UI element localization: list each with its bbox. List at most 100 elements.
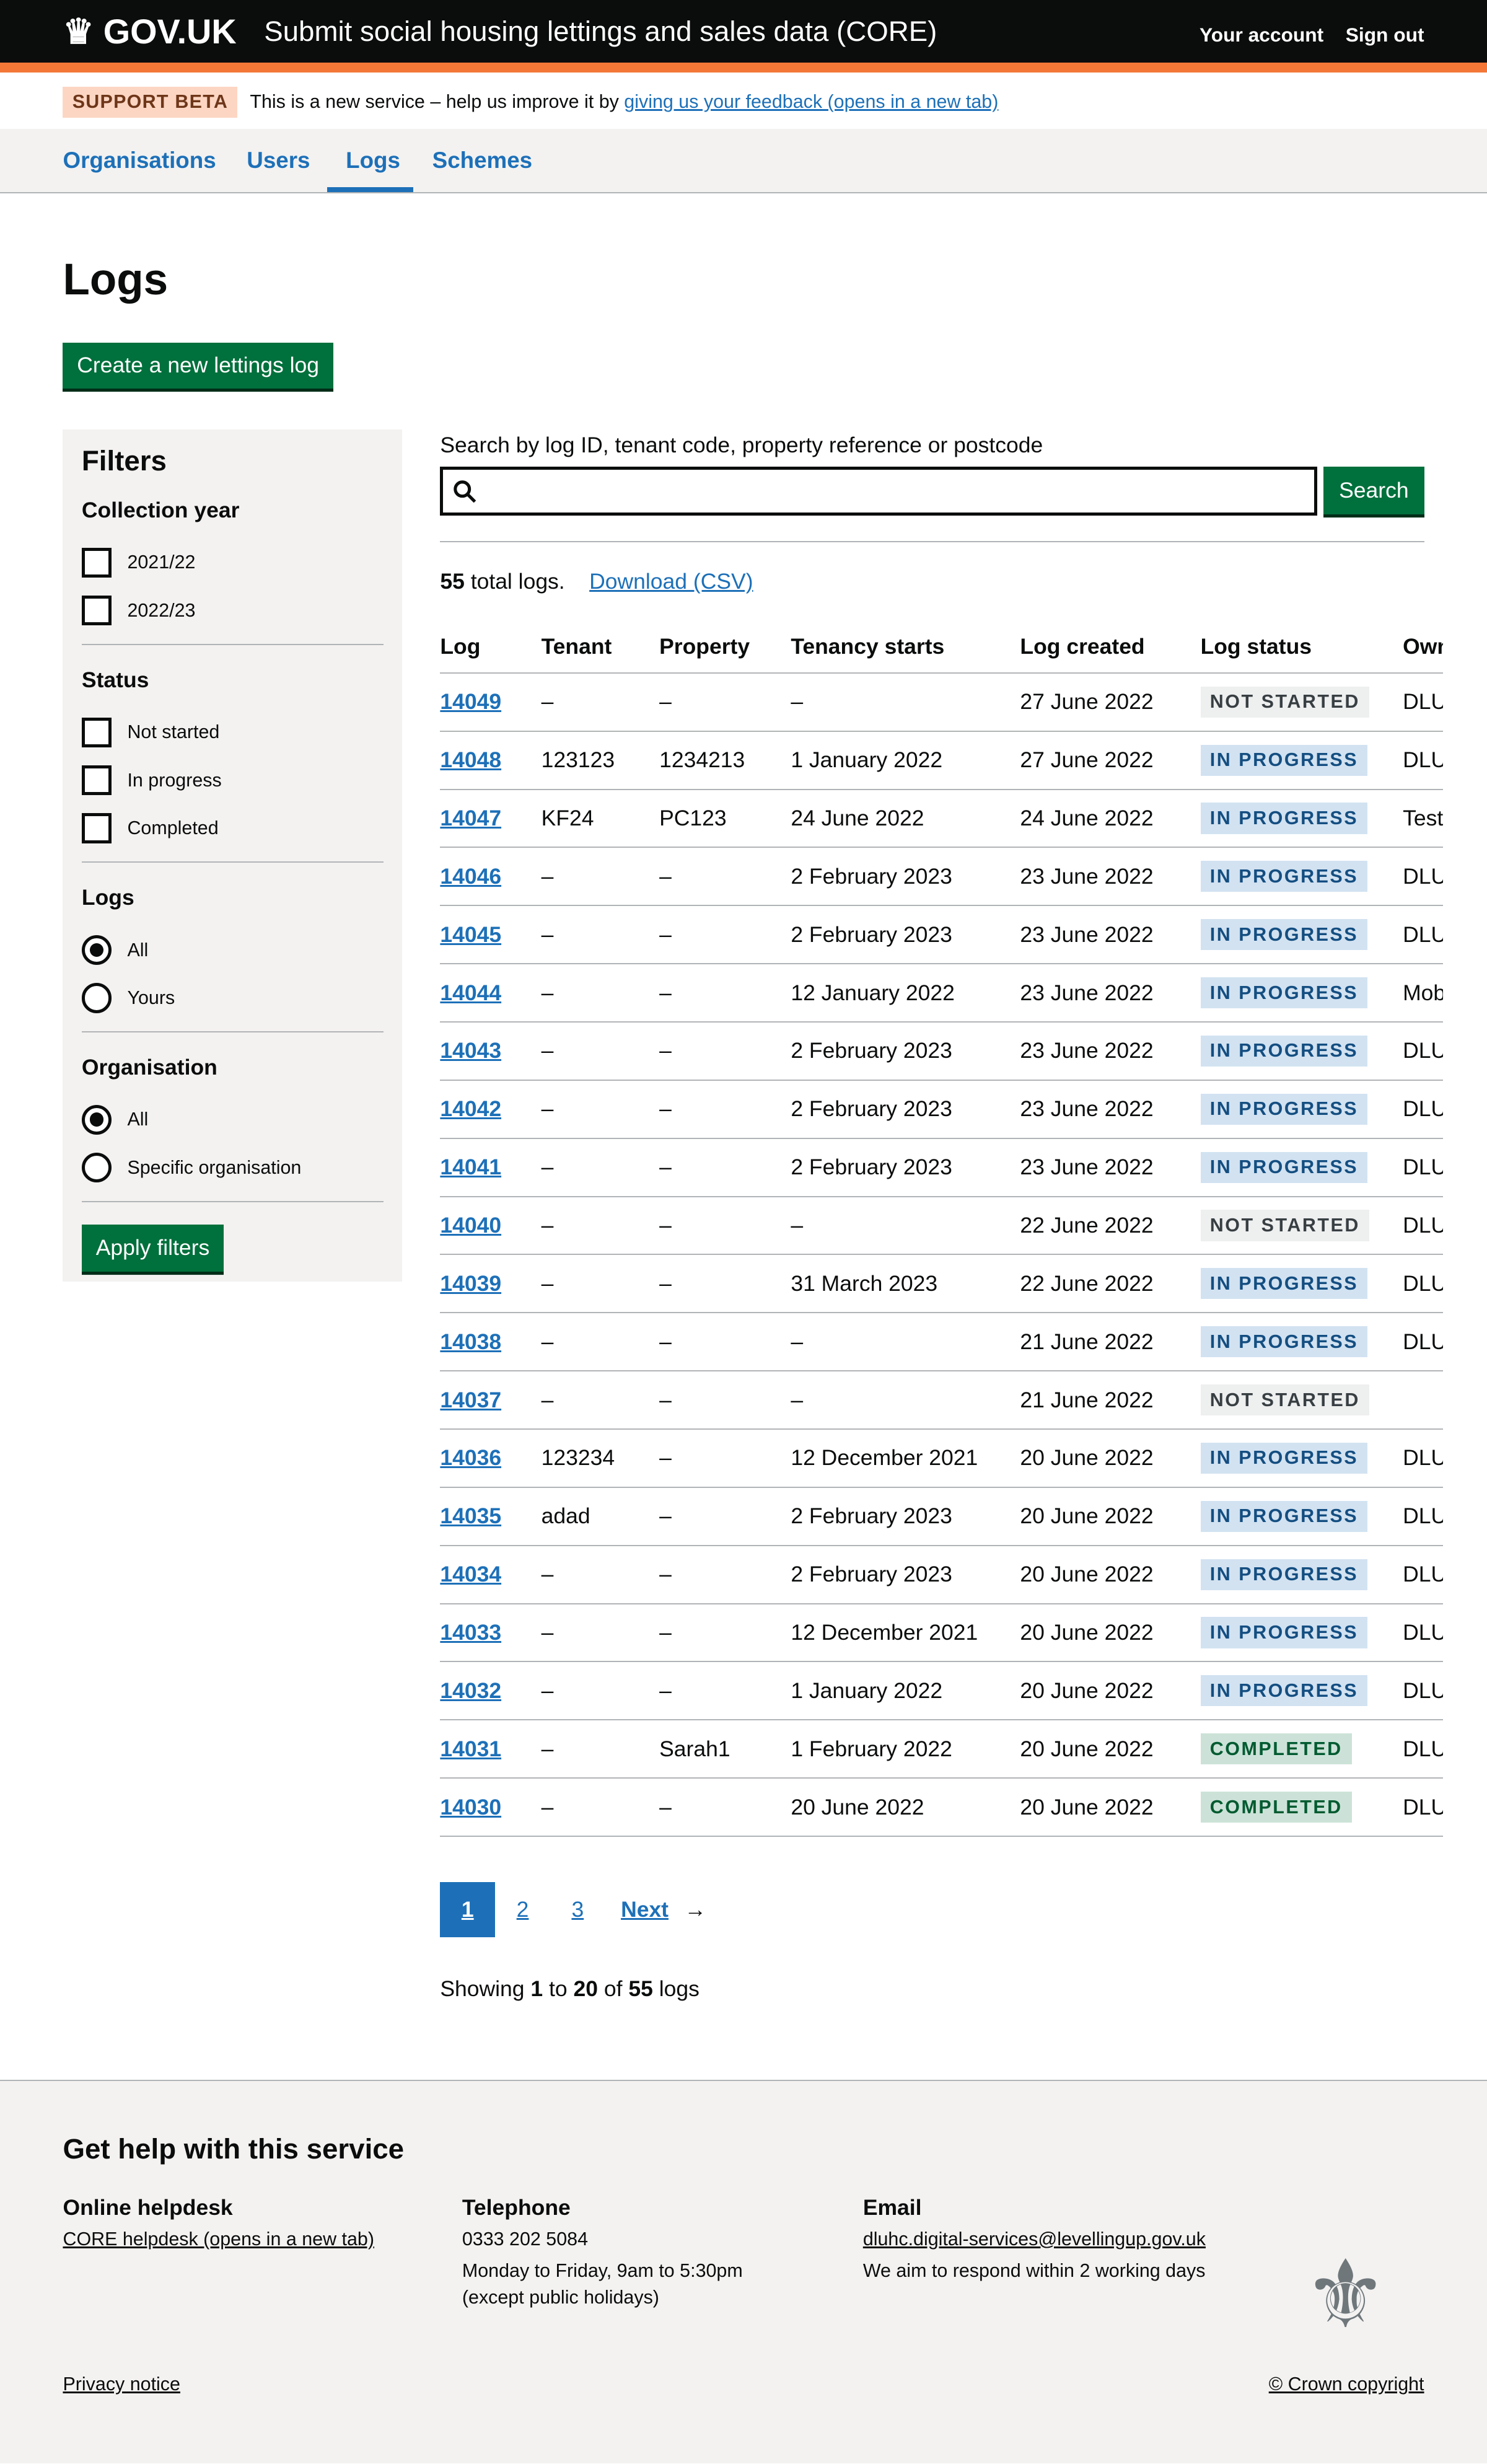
nav-schemes[interactable]: Schemes xyxy=(432,147,533,174)
log-id-link[interactable]: 14043 xyxy=(440,1038,502,1063)
log-id-link[interactable]: 14030 xyxy=(440,1794,502,1819)
table-row[interactable]: 14033 – – 12 December 2021 20 June 2022 IN PR… xyxy=(440,1603,1443,1663)
radio-logs-all[interactable]: All xyxy=(81,926,384,974)
radio-org-all[interactable]: All xyxy=(81,1096,384,1143)
cell: 2 February 2023 xyxy=(791,905,1020,965)
sign-out-link[interactable]: Sign out xyxy=(1345,24,1424,46)
log-id-link[interactable]: 14040 xyxy=(440,1212,502,1238)
table-row[interactable]: 14035 adad – 2 February 2023 20 June 2022 IN … xyxy=(440,1487,1443,1546)
table-row[interactable]: 14040 – – – 22 June 2022 NOT STARTED DLUHC xyxy=(440,1196,1443,1256)
log-id-link[interactable]: 14045 xyxy=(440,922,502,947)
table-row[interactable]: 14048 123123 1234213 1 January 2022 27 June … xyxy=(440,731,1443,790)
checkbox-2022-23[interactable]: 2022/23 xyxy=(81,587,384,635)
table-row[interactable]: 14042 – – 2 February 2023 23 June 2022 IN PRO… xyxy=(440,1080,1443,1139)
cell: 20 June 2022 xyxy=(1020,1603,1201,1663)
checkbox-not-started[interactable]: Not started xyxy=(81,708,384,756)
radio-logs-yours[interactable]: Yours xyxy=(81,974,384,1022)
checkbox-completed[interactable]: Completed xyxy=(81,804,384,852)
cell-text: – xyxy=(541,1736,554,1761)
search-button[interactable]: Search xyxy=(1323,467,1424,514)
cell: – xyxy=(659,1661,791,1721)
service-name[interactable]: Submit social housing lettings and sales… xyxy=(264,15,937,48)
table-row[interactable]: 14036 123234 – 12 December 2021 20 June 2022… xyxy=(440,1429,1443,1488)
table-row[interactable]: 14049 – – – 27 June 2022 NOT STARTED DLUHC xyxy=(440,672,1443,732)
cell: – xyxy=(541,1080,660,1139)
log-id-link[interactable]: 14046 xyxy=(440,863,502,889)
cell: 22 June 2022 xyxy=(1020,1196,1201,1256)
cell-text: DLUHC Tes xyxy=(1403,863,1443,889)
cell: adad xyxy=(541,1487,660,1546)
column-header: Log created xyxy=(1020,621,1201,674)
nav-users[interactable]: Users xyxy=(247,147,310,174)
cell: – xyxy=(791,1313,1020,1372)
cell-text: DLUHC Tes xyxy=(1403,1562,1443,1587)
table-row[interactable]: 14038 – – – 21 June 2022 IN PROGRESS DLUHC xyxy=(440,1313,1443,1372)
log-id-link[interactable]: 14034 xyxy=(440,1562,502,1587)
status-badge: IN PROGRESS xyxy=(1200,977,1368,1009)
cell: 12 December 2021 xyxy=(791,1429,1020,1488)
cell-text: 20 June 2022 xyxy=(1020,1736,1154,1761)
apply-filters-button[interactable]: Apply filters xyxy=(81,1224,224,1272)
checkbox-in-progress[interactable]: In progress xyxy=(81,757,384,804)
table-row[interactable]: 14043 – – 2 February 2023 23 June 2022 IN PRO… xyxy=(440,1021,1443,1081)
table-row[interactable]: 14039 – – 31 March 2023 22 June 2022 IN PROGR… xyxy=(440,1254,1443,1314)
log-id-link[interactable]: 14044 xyxy=(440,980,502,1005)
nav-logs[interactable]: Logs xyxy=(346,147,400,174)
download-csv-link[interactable]: Download (CSV) xyxy=(589,569,753,594)
log-id-link[interactable]: 14039 xyxy=(440,1270,502,1296)
feedback-link[interactable]: giving us your feedback (opens in a new … xyxy=(624,91,999,113)
status-badge: IN PROGRESS xyxy=(1200,1675,1368,1707)
log-id-link[interactable]: 14033 xyxy=(440,1620,502,1645)
log-id-link[interactable]: 14038 xyxy=(440,1329,502,1354)
page-3[interactable]: 3 xyxy=(571,1896,584,1922)
log-id-link[interactable]: 14048 xyxy=(440,747,502,773)
table-row[interactable]: 14037 – – – 21 June 2022 NOT STARTED xyxy=(440,1371,1443,1430)
page-2[interactable]: 2 xyxy=(516,1896,529,1922)
cell-text: 21 June 2022 xyxy=(1020,1387,1154,1412)
cell-text: – xyxy=(791,1387,804,1412)
table-row[interactable]: 14030 – – 20 June 2022 20 June 2022 COMPLETED… xyxy=(440,1778,1443,1837)
cell-text: – xyxy=(541,1270,554,1296)
log-id-link[interactable]: 14035 xyxy=(440,1503,502,1529)
nav-organisations[interactable]: Organisations xyxy=(63,147,216,174)
log-id-link[interactable]: 14049 xyxy=(440,689,502,715)
cell: IN PROGRESS xyxy=(1200,1313,1403,1372)
table-row[interactable]: 14034 – – 2 February 2023 20 June 2022 IN PRO… xyxy=(440,1545,1443,1604)
phase-text: This is a new service – help us improve … xyxy=(250,91,625,113)
log-id-link[interactable]: 14047 xyxy=(440,805,502,830)
search-input[interactable] xyxy=(440,467,1317,516)
cell: – xyxy=(659,1371,791,1430)
table-row[interactable]: 14041 – – 2 February 2023 23 June 2022 IN PRO… xyxy=(440,1138,1443,1197)
table-row[interactable]: 14047 KF24 PC123 24 June 2022 24 June 2022 IN… xyxy=(440,789,1443,848)
cell: 21 June 2022 xyxy=(1020,1313,1201,1372)
logs-table-container[interactable]: Log Tenant Property Tenancy starts Log creat… xyxy=(440,621,1443,1837)
table-row[interactable]: 14032 – – 1 January 2022 20 June 2022 IN PROG… xyxy=(440,1661,1443,1721)
page-1[interactable]: 1 xyxy=(440,1881,496,1937)
cell: – xyxy=(659,1138,791,1197)
create-lettings-log-button[interactable]: Create a new lettings log xyxy=(63,343,333,389)
table-row[interactable]: 14046 – – 2 February 2023 23 June 2022 IN PRO… xyxy=(440,847,1443,907)
table-row[interactable]: 14031 – Sarah1 1 February 2022 20 June 2022 C… xyxy=(440,1720,1443,1779)
crown-copyright-link[interactable]: © Crown copyright xyxy=(1268,2374,1424,2395)
log-id-link[interactable]: 14042 xyxy=(440,1096,502,1122)
email-link[interactable]: dluhc.digital-services@levellingup.gov.u… xyxy=(862,2228,1206,2250)
log-id-link[interactable]: 14036 xyxy=(440,1445,502,1471)
helpdesk-link[interactable]: CORE helpdesk (opens in a new tab) xyxy=(63,2228,374,2250)
radio-org-specific[interactable]: Specific organisation xyxy=(81,1144,384,1192)
your-account-link[interactable]: Your account xyxy=(1200,24,1324,46)
next-page-link[interactable]: Next xyxy=(621,1896,669,1922)
cell-text: 1 January 2022 xyxy=(791,747,943,773)
checkbox-2021-22[interactable]: 2021/22 xyxy=(81,539,384,586)
cell-text: – xyxy=(659,1562,672,1587)
table-row[interactable]: 14044 – – 12 January 2022 23 June 2022 IN PRO… xyxy=(440,964,1443,1023)
govuk-logo[interactable]: ♛ GOV.UK xyxy=(63,11,237,51)
log-id-link[interactable]: 14032 xyxy=(440,1678,502,1703)
cell-text: – xyxy=(541,1096,554,1122)
table-row[interactable]: 14045 – – 2 February 2023 23 June 2022 IN PRO… xyxy=(440,905,1443,965)
log-id-link[interactable]: 14037 xyxy=(440,1387,502,1412)
cell-text: 2 February 2023 xyxy=(791,1038,952,1063)
privacy-notice-link[interactable]: Privacy notice xyxy=(63,2374,180,2395)
log-id-link[interactable]: 14041 xyxy=(440,1155,502,1180)
cell: – xyxy=(541,1603,660,1663)
log-id-link[interactable]: 14031 xyxy=(440,1736,502,1761)
